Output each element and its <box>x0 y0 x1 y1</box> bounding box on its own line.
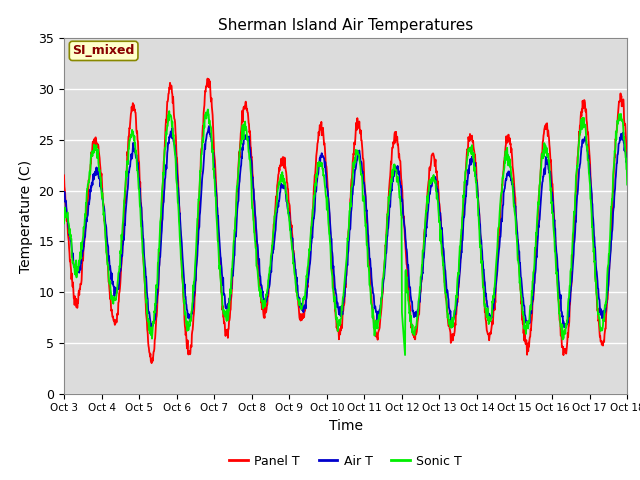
Legend: Panel T, Air T, Sonic T: Panel T, Air T, Sonic T <box>224 450 467 473</box>
X-axis label: Time: Time <box>328 419 363 433</box>
Text: SI_mixed: SI_mixed <box>72 44 135 58</box>
Y-axis label: Temperature (C): Temperature (C) <box>19 159 33 273</box>
Title: Sherman Island Air Temperatures: Sherman Island Air Temperatures <box>218 18 473 33</box>
